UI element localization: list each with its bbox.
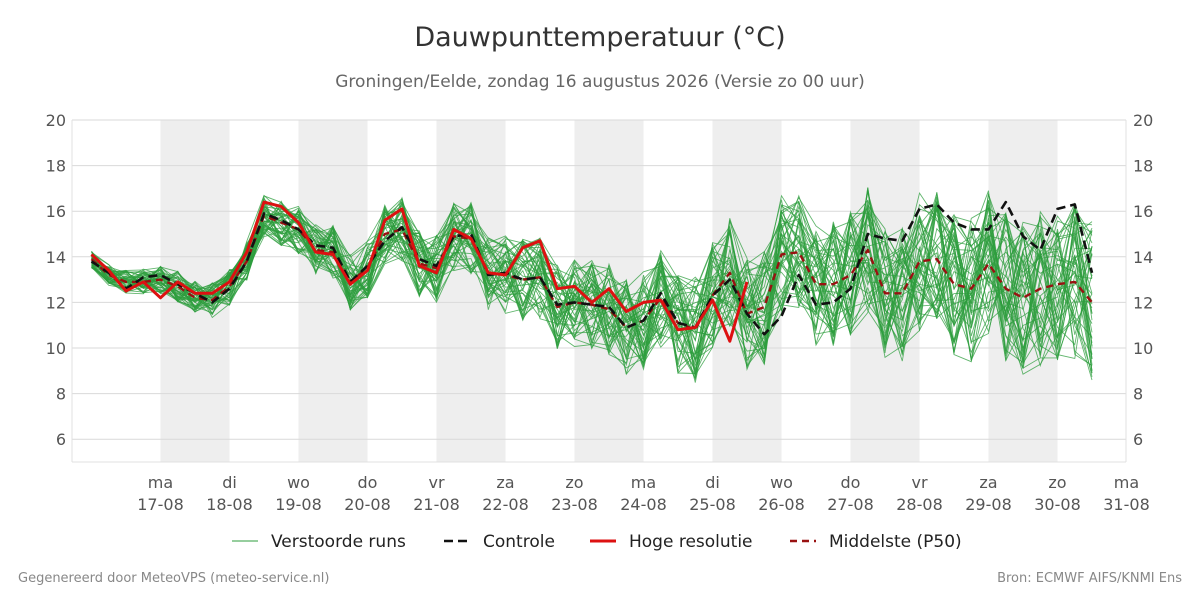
y-tick-label-right: 16 (1133, 202, 1153, 221)
y-tick-label-left: 10 (46, 339, 66, 358)
legend-label-highres: Hoge resolutie (629, 532, 753, 552)
x-tick-date: 22-08 (482, 495, 529, 514)
legend-label-ensemble: Verstoorde runs (271, 532, 406, 552)
legend-label-median: Middelste (P50) (829, 532, 962, 552)
x-tick-day: do (358, 473, 378, 492)
series-line-hoge-resolutie (90, 200, 749, 343)
x-tick-day: ma (148, 473, 173, 492)
y-tick-label-left: 18 (46, 157, 66, 176)
x-tick-day: do (841, 473, 861, 492)
y-tick-label-left: 14 (46, 248, 66, 267)
x-tick-day: wo (770, 473, 793, 492)
x-tick-day: di (705, 473, 720, 492)
y-tick-label-left: 8 (56, 385, 66, 404)
x-tick-date: 26-08 (758, 495, 805, 514)
x-tick-date: 30-08 (1034, 495, 1081, 514)
x-tick-day: zo (565, 473, 583, 492)
x-tick-day: ma (1114, 473, 1139, 492)
x-tick-day: zo (1048, 473, 1066, 492)
x-tick-date: 27-08 (827, 495, 874, 514)
x-tick-date: 24-08 (620, 495, 667, 514)
x-tick-date: 20-08 (344, 495, 391, 514)
ensemble-member-line (91, 194, 1093, 373)
y-tick-label-right: 12 (1133, 293, 1153, 312)
x-tick-day: za (979, 473, 997, 492)
x-tick-day: za (496, 473, 514, 492)
x-tick-date: 17-08 (137, 495, 184, 514)
x-tick-date: 19-08 (275, 495, 322, 514)
y-tick-label-right: 14 (1133, 248, 1153, 267)
ensemble-member-line (91, 201, 1093, 375)
y-tick-label-left: 6 (56, 430, 66, 449)
y-tick-label-right: 18 (1133, 157, 1153, 176)
y-tick-label-right: 20 (1133, 111, 1153, 130)
chart-subtitle: Groningen/Eelde, zondag 16 augustus 2026… (335, 72, 865, 92)
x-tick-day: vr (911, 473, 927, 492)
y-tick-label-left: 16 (46, 202, 66, 221)
x-tick-date: 21-08 (413, 495, 460, 514)
x-tick-day: di (222, 473, 237, 492)
x-tick-day: wo (287, 473, 310, 492)
ensemble-member-line (91, 192, 1093, 364)
ensemble-member-line (91, 196, 1093, 358)
legend-label-control: Controle (483, 532, 555, 552)
footer-source: Bron: ECMWF AIFS/KNMI Ens (997, 571, 1182, 586)
series-line-controle (90, 200, 1094, 336)
x-tick-date: 18-08 (206, 495, 253, 514)
y-tick-label-left: 20 (46, 111, 66, 130)
y-tick-label-left: 12 (46, 293, 66, 312)
y-tick-label-right: 6 (1133, 430, 1143, 449)
x-tick-day: vr (428, 473, 444, 492)
ensemble-member-line (91, 206, 1093, 367)
x-tick-day: ma (631, 473, 656, 492)
x-tick-date: 31-08 (1103, 495, 1150, 514)
chart-title: Dauwpunttemperatuur (°C) (414, 22, 786, 53)
x-tick-date: 29-08 (965, 495, 1012, 514)
y-tick-label-right: 8 (1133, 385, 1143, 404)
x-tick-date: 25-08 (689, 495, 736, 514)
footer-generated-by: Gegenereerd door MeteoVPS (meteo-service… (18, 571, 330, 586)
x-tick-date: 28-08 (896, 495, 943, 514)
y-tick-label-right: 10 (1133, 339, 1153, 358)
x-tick-date: 23-08 (551, 495, 598, 514)
